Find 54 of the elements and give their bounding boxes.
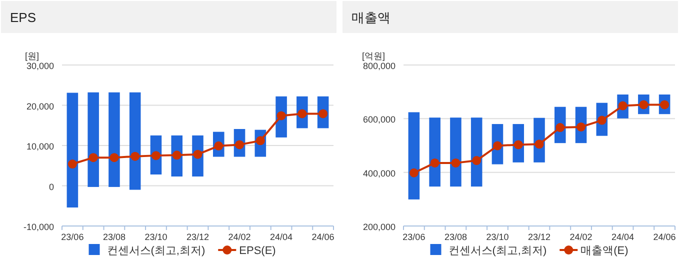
y-tick-label: 0 [48, 182, 54, 192]
point [514, 140, 523, 150]
y-tick-label: 20,000 [26, 101, 54, 112]
y-axis-title: [억원] [362, 51, 386, 61]
bar [129, 92, 141, 190]
point [172, 150, 182, 160]
y-tick-label: 10,000 [26, 142, 54, 152]
bar [450, 118, 462, 187]
point [130, 152, 140, 161]
y-axis-title: [원] [24, 51, 40, 61]
point [151, 151, 160, 160]
x-tick-label: 24/06 [312, 232, 334, 242]
x-tick-label: 24/02 [570, 232, 592, 242]
point [472, 156, 482, 166]
legend-label: 컨센서스(최고,최저) [106, 245, 206, 257]
point [68, 160, 77, 169]
x-tick-label: 23/08 [102, 232, 126, 242]
x-tick-label: 23/10 [486, 232, 509, 242]
point [110, 153, 119, 162]
y-tick-label: 200,000 [362, 222, 396, 232]
x-tick-label: 23/12 [528, 232, 551, 242]
x-tick-label: 23/06 [61, 232, 84, 242]
x-tick-label: 23/10 [144, 232, 168, 242]
bar [470, 118, 482, 187]
x-tick-label: 24/06 [653, 232, 676, 242]
x-tick-label: 23/12 [186, 232, 210, 242]
bar [66, 92, 78, 208]
legend-label: 매출액(E) [580, 245, 628, 257]
x-tick-label: 23/08 [444, 232, 467, 242]
point [193, 150, 202, 159]
y-tick-label: 400,000 [362, 168, 396, 178]
point [430, 158, 440, 168]
x-tick-label: 23/06 [402, 232, 426, 242]
y-tick-label: 30,000 [26, 61, 54, 71]
chart-title: 매출액 [352, 10, 390, 25]
y-tick-label: 800,000 [362, 61, 396, 71]
bar [88, 92, 99, 187]
point [534, 140, 544, 149]
point [276, 111, 286, 120]
legend-label: EPS(E) [239, 245, 276, 257]
x-tick-label: 24/04 [270, 232, 293, 242]
bar [429, 118, 440, 187]
point [451, 158, 460, 168]
bar [108, 92, 120, 187]
bar [408, 112, 420, 200]
point [409, 168, 418, 178]
y-tick-label: -10,000 [23, 222, 54, 232]
point [88, 153, 98, 162]
legend-label: 컨센서스(최고,최저) [448, 245, 547, 257]
x-tick-label: 24/04 [612, 232, 634, 242]
x-tick-label: 24/02 [228, 232, 251, 242]
point [492, 141, 502, 150]
y-tick-label: 600,000 [362, 114, 396, 125]
chart-title: EPS [10, 10, 36, 25]
